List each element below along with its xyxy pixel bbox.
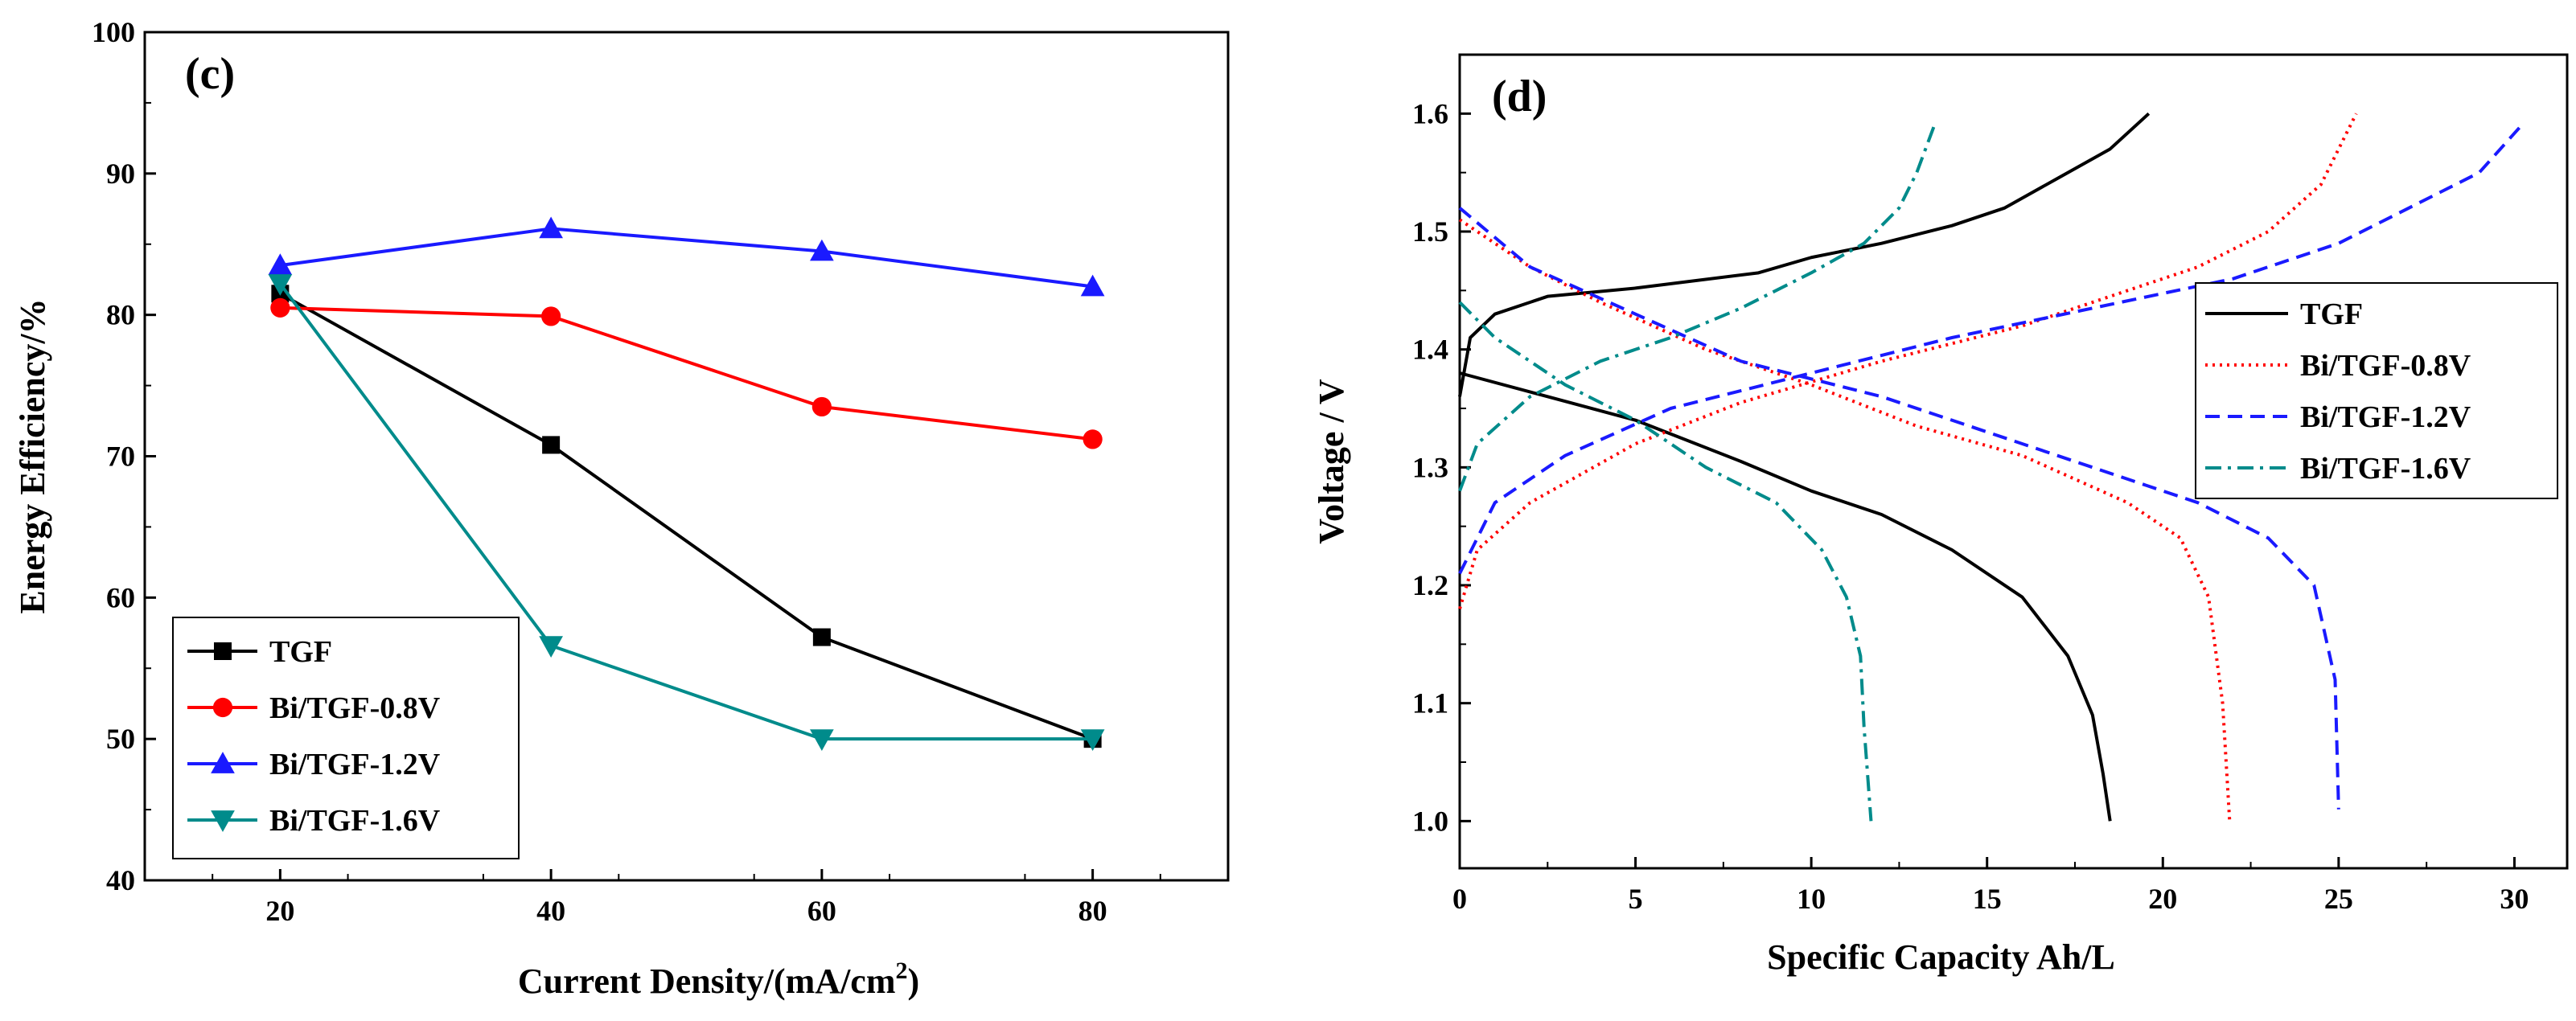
panel-d-discharge-curve-tgf	[1459, 371, 2112, 822]
panel-c-point-bi-tgf-1-2v	[539, 216, 563, 239]
panel-c-legend-marker	[214, 642, 232, 660]
panel-c-legend-label: Bi/TGF-1.6V	[269, 804, 441, 838]
panel-c-x-tick-label: 20	[265, 895, 294, 927]
panel-c-series	[268, 216, 1105, 752]
panel-c-legend-marker	[211, 752, 235, 773]
panel-d-y-tick-label: 1.0	[1412, 805, 1448, 837]
panel-d-series	[1458, 112, 2523, 822]
panel-c-legend-item-tgf: TGF	[187, 635, 332, 669]
panel-d-plot-frame	[1458, 53, 2569, 870]
panel-d-x-tick-label: 30	[2500, 883, 2529, 915]
panel-d-ticks: 0 5 10 15 20 25 30 1.0 1.1 1.2 1.3 1.4 1.5 1.6	[1412, 97, 2529, 915]
panel-c-x-tick-label: 60	[807, 895, 836, 927]
panel-c-y-tick-label: 100	[92, 16, 135, 48]
panel-c-legend-marker	[211, 810, 235, 832]
panel-d-legend-label: Bi/TGF-1.2V	[2300, 400, 2471, 434]
panel-d-legend-label: TGF	[2300, 297, 2363, 331]
panel-c-point-bi-tgf-0-8v	[811, 396, 832, 417]
panel-c-legend-item-bi-tgf-1-6v: Bi/TGF-1.6V	[187, 804, 441, 838]
panel-d-y-tick-label: 1.3	[1412, 451, 1448, 483]
panel-c-y-tick-label: 60	[106, 581, 135, 613]
panel-c-y-tick-label: 70	[106, 441, 135, 473]
panel-d-x-tick-label: 0	[1452, 883, 1467, 915]
panel-d-legend-item-bi-tgf-1-6v: Bi/TGF-1.6V	[2205, 452, 2471, 486]
panel-c-legend-label: Bi/TGF-0.8V	[269, 691, 441, 725]
panel-c-point-bi-tgf-1-2v	[268, 253, 293, 276]
panel-c-point-bi-tgf-0-8v	[270, 297, 290, 318]
panel-d-legend-item-bi-tgf-0-8v: Bi/TGF-0.8V	[2205, 349, 2471, 383]
panel-c-point-bi-tgf-1-6v	[810, 729, 834, 752]
panel-d-legend-label: Bi/TGF-1.6V	[2300, 452, 2471, 486]
panel-c-line-bi-tgf-1-2v	[280, 227, 1093, 289]
panel-c-y-axis-label: Energy Efficiency/%	[13, 298, 52, 613]
panel-c-x-tick-label: 80	[1078, 895, 1107, 927]
panel-c-point-bi-tgf-0-8v	[541, 306, 561, 326]
panel-d-y-tick-label: 1.4	[1412, 334, 1448, 366]
panel-c-legend: TGF Bi/TGF-0.8V Bi/TGF-1.2V Bi/TGF-1.6V	[172, 617, 520, 859]
panel-c-series-bi-tgf-0-8v	[270, 297, 1103, 449]
panel-d-voltage-capacity: 0 5 10 15 20 25 30 1.0 1.1 1.2 1.3 1.4 1.5 1.6 (d) Sp…	[1312, 53, 2569, 977]
panel-c-point-bi-tgf-1-2v	[810, 239, 834, 261]
panel-c-y-tick-label: 90	[106, 158, 135, 190]
panel-d-y-tick-label: 1.2	[1412, 569, 1448, 601]
panel-c-x-axis-label: Current Density/(mA/cm2)	[518, 957, 919, 1001]
panel-d-legend-label: Bi/TGF-0.8V	[2300, 349, 2471, 383]
panel-d-discharge-curve-bi-tgf-1-2v	[1458, 207, 2340, 810]
panel-d-y-tick-label: 1.6	[1412, 97, 1448, 129]
panel-c-series-bi-tgf-1-6v	[268, 274, 1105, 752]
panel-d-y-tick-label: 1.1	[1412, 687, 1448, 720]
panel-c-legend-marker	[212, 697, 233, 718]
panel-d-x-tick-label: 25	[2324, 883, 2353, 915]
panel-c-point-bi-tgf-1-6v	[268, 274, 293, 296]
panel-c-legend-item-bi-tgf-1-2v: Bi/TGF-1.2V	[187, 748, 441, 781]
panel-d-series-bi-tgf-1-2v	[1458, 124, 2523, 810]
panel-d-x-axis-label: Specific Capacity Ah/L	[1767, 937, 2115, 977]
panel-c-point-bi-tgf-0-8v	[1083, 429, 1103, 449]
panel-c-energy-efficiency: 20 40 60 80 40 50 60 70 80 90 100 (c) Current Dens…	[13, 16, 1230, 1001]
panel-c-legend-label: Bi/TGF-1.2V	[269, 748, 441, 781]
panel-c-ticks: 20 40 60 80 40 50 60 70 80 90 100	[92, 16, 1161, 927]
panel-c-point-tgf	[542, 436, 561, 454]
panel-c-series-bi-tgf-1-2v	[268, 216, 1105, 297]
panel-c-line-bi-tgf-0-8v	[280, 305, 1093, 441]
panel-c-label: (c)	[185, 49, 235, 99]
panel-c-y-tick-label: 80	[106, 299, 135, 331]
panel-d-y-axis-label: Voltage / V	[1312, 379, 1351, 544]
panel-d-y-tick-label: 1.5	[1412, 215, 1448, 248]
panel-d-charge-curve-bi-tgf-1-6v	[1458, 125, 1937, 492]
panel-c-x-tick-label: 40	[536, 895, 565, 927]
panel-d-legend: TGF Bi/TGF-0.8V Bi/TGF-1.2V Bi/TGF-1.6V	[2195, 282, 2558, 499]
panel-d-charge-curve-tgf	[1458, 112, 2151, 397]
panel-d-x-tick-label: 5	[1629, 883, 1643, 915]
panel-c-legend-label: TGF	[269, 635, 332, 669]
panel-d-legend-item-bi-tgf-1-2v: Bi/TGF-1.2V	[2205, 400, 2471, 434]
panel-d-series-tgf	[1458, 112, 2151, 822]
panel-d-x-tick-label: 15	[1973, 883, 2002, 915]
panel-c-point-bi-tgf-1-6v	[539, 636, 563, 658]
panel-c-y-tick-label: 50	[106, 723, 135, 755]
panel-d-charge-curve-bi-tgf-1-2v	[1458, 124, 2523, 575]
panel-c-legend-item-bi-tgf-0-8v: Bi/TGF-0.8V	[187, 691, 441, 725]
panel-c-line-tgf	[279, 292, 1094, 741]
panel-d-charge-curve-bi-tgf-0-8v	[1458, 113, 2358, 609]
panel-c-y-tick-label: 40	[106, 864, 135, 896]
panel-d-x-tick-label: 20	[2148, 883, 2177, 915]
panel-d-discharge-curve-bi-tgf-0-8v	[1458, 218, 2232, 822]
panel-d-legend-item-tgf: TGF	[2205, 297, 2363, 331]
panel-d-label: (d)	[1492, 72, 1547, 121]
panel-d-series-bi-tgf-0-8v	[1458, 113, 2358, 822]
panel-c-point-tgf	[812, 628, 831, 646]
panel-c-point-bi-tgf-1-6v	[1080, 729, 1105, 752]
panel-c-line-bi-tgf-1-6v	[278, 282, 1093, 741]
panel-d-x-tick-label: 10	[1797, 883, 1826, 915]
panel-d-series-bi-tgf-1-6v	[1458, 125, 1937, 822]
panel-d-legend-box	[2195, 282, 2558, 499]
panel-d-discharge-curve-bi-tgf-1-6v	[1458, 301, 1873, 822]
panel-c-point-bi-tgf-1-2v	[1080, 274, 1105, 297]
